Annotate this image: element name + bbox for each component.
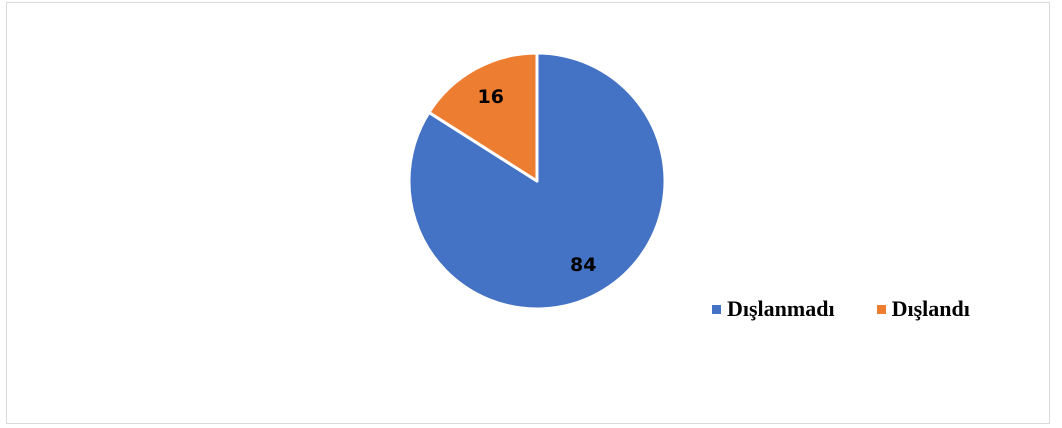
legend-item-dislandi: Dışlandı [876,296,970,322]
legend-swatch-dislandi [876,304,886,314]
legend-label-dislandi: Dışlandı [891,296,970,321]
pie-slice-1 [427,51,539,183]
legend-item-dislanmadi: Dışlanmadı [712,296,835,322]
data-label-1: 16 [478,86,504,108]
legend-label-dislanmadi: Dışlanmadı [727,296,835,321]
legend-swatch-dislanmadi [712,304,721,314]
legend: Dışlanmadı Dışlandı [712,296,970,322]
data-label-0: 84 [570,254,596,276]
